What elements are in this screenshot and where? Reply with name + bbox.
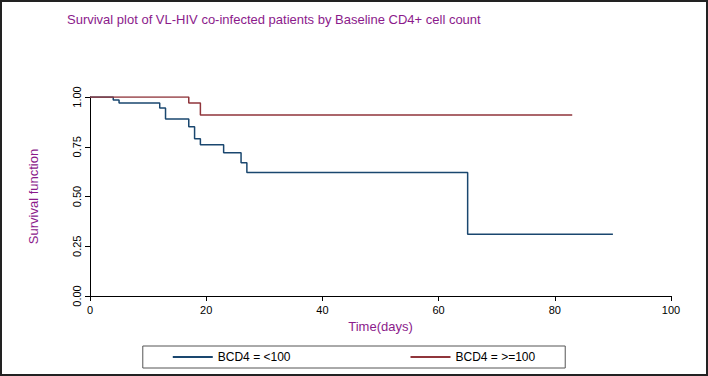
svg-text:20: 20 <box>200 304 212 316</box>
svg-text:0: 0 <box>87 304 93 316</box>
svg-text:100: 100 <box>662 304 680 316</box>
svg-text:BCD4 = >=100: BCD4 = >=100 <box>455 350 535 364</box>
svg-text:80: 80 <box>549 304 561 316</box>
svg-text:Survival plot of VL-HIV co-inf: Survival plot of VL-HIV co-infected pati… <box>67 12 481 27</box>
svg-text:0.00: 0.00 <box>71 285 83 306</box>
svg-text:60: 60 <box>432 304 444 316</box>
svg-text:Survival function: Survival function <box>26 149 41 244</box>
svg-text:Time(days): Time(days) <box>348 319 413 334</box>
svg-text:40: 40 <box>316 304 328 316</box>
svg-text:0.75: 0.75 <box>71 136 83 157</box>
svg-text:0.25: 0.25 <box>71 236 83 257</box>
svg-text:BCD4 = <100: BCD4 = <100 <box>218 350 291 364</box>
svg-text:0.50: 0.50 <box>71 186 83 207</box>
svg-text:1.00: 1.00 <box>71 86 83 107</box>
